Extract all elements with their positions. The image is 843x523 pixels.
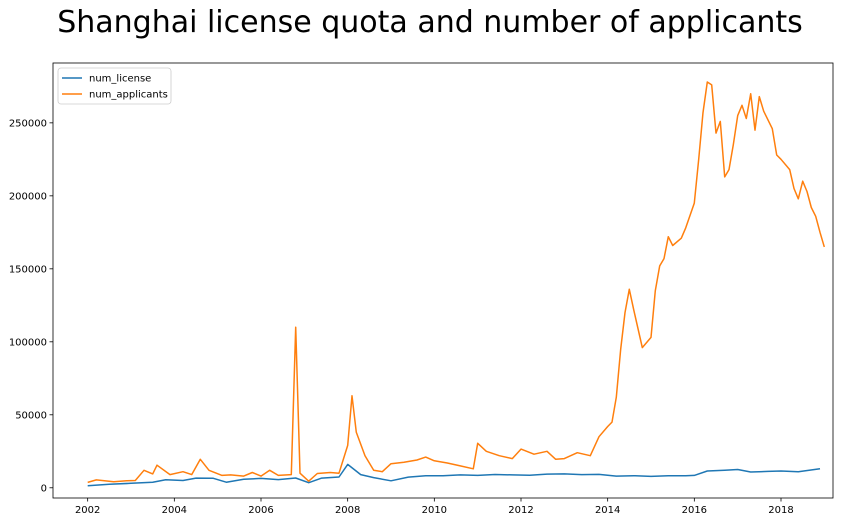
y-tick-label: 0 [41, 483, 47, 494]
series-line-num-applicants [87, 81, 826, 484]
x-tick-label: 2004 [162, 505, 187, 516]
x-axis: 2002 2004 2006 2008 2010 2012 2014 2016 2018 [75, 498, 794, 516]
y-tick-label: 250000 [9, 118, 47, 129]
x-tick-label: 2008 [335, 505, 360, 516]
x-tick-label: 2016 [682, 505, 707, 516]
legend-label: num_applicants [89, 90, 168, 101]
legend-label: num_license [89, 74, 151, 85]
x-tick-label: 2002 [75, 505, 100, 516]
x-tick-label: 2006 [248, 505, 273, 516]
y-tick-label: 150000 [9, 264, 47, 275]
x-tick-label: 2012 [508, 505, 533, 516]
plot-frame [52, 62, 834, 499]
legend: num_license num_applicants [57, 67, 172, 105]
y-tick-label: 100000 [9, 337, 47, 348]
series-layer [87, 81, 826, 487]
x-tick-label: 2018 [768, 505, 793, 516]
series-line-num-license [87, 463, 821, 487]
y-tick-label: 200000 [9, 191, 47, 202]
legend-box [57, 67, 172, 105]
chart-title: Shanghai license quota and number of app… [57, 5, 803, 40]
x-tick-label: 2010 [422, 505, 447, 516]
x-tick-label: 2014 [595, 505, 620, 516]
y-axis: 0 50000 100000 150000 200000 250000 [9, 118, 53, 494]
y-tick-label: 50000 [15, 410, 47, 421]
